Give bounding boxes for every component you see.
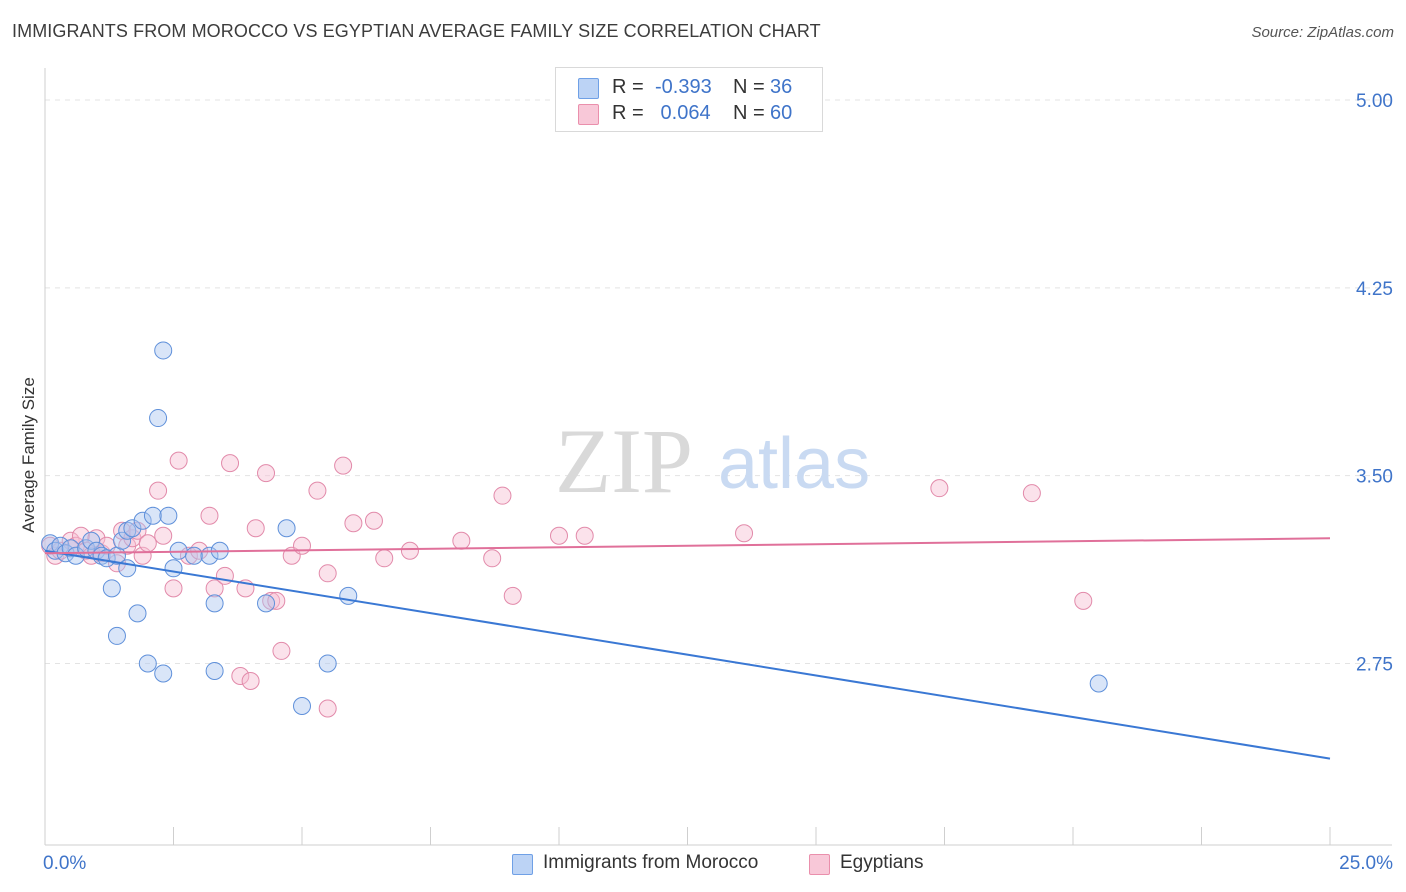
morocco-point <box>257 594 276 613</box>
morocco-point <box>154 341 173 360</box>
egyptians-point <box>267 591 286 610</box>
egyptians-point <box>164 579 183 598</box>
egyptians-point <box>930 479 949 498</box>
y-axis-label: Average Family Size <box>19 377 38 533</box>
watermark-zip: ZIP <box>555 410 693 512</box>
egyptians-point <box>231 666 250 685</box>
morocco-point <box>133 511 152 530</box>
legend-r-value: 0.064 <box>655 102 711 124</box>
morocco-point <box>82 531 101 550</box>
egyptians-point <box>205 579 224 598</box>
morocco-point <box>102 579 121 598</box>
morocco-point <box>205 594 224 613</box>
morocco-point <box>293 697 311 716</box>
source-credit: Source: ZipAtlas.com <box>1251 24 1394 41</box>
legend-swatch-blue <box>578 78 599 99</box>
gridlines <box>45 99 1392 664</box>
egyptians-point <box>1074 591 1093 610</box>
egyptians-point <box>262 591 281 610</box>
morocco-point <box>138 654 157 673</box>
egyptians-point <box>138 534 157 553</box>
morocco-point <box>154 664 173 683</box>
egyptians-point <box>308 481 327 500</box>
chart-title: IMMIGRANTS FROM MOROCCO VS EGYPTIAN AVER… <box>12 21 821 41</box>
axes <box>44 68 1392 846</box>
legend-r-label: R = <box>612 102 644 124</box>
morocco-trend-line <box>44 549 1331 760</box>
morocco-point <box>123 519 142 538</box>
egyptians-point <box>375 549 394 568</box>
morocco-point <box>277 519 296 538</box>
bottom-legend-label: Egyptians <box>840 852 924 873</box>
egyptians-point <box>344 514 363 533</box>
morocco-point <box>159 506 178 525</box>
legend-n-value: 60 <box>770 102 793 124</box>
egyptians-point <box>318 699 337 718</box>
legend-r-value: -0.393 <box>655 76 712 98</box>
legend-n-label: N = <box>733 76 765 98</box>
morocco-point <box>1089 674 1108 693</box>
y-tick-label: 2.75 <box>1356 654 1393 675</box>
x-tick-label: 0.0% <box>43 853 86 874</box>
egyptians-point <box>154 526 173 545</box>
series-morocco <box>41 341 1108 716</box>
egyptians-point <box>575 526 594 545</box>
egyptians-point <box>246 519 265 538</box>
egyptians-point <box>241 671 260 690</box>
morocco-point <box>143 506 162 525</box>
egyptians-point <box>221 454 240 473</box>
morocco-point <box>164 559 183 578</box>
egyptians-point <box>400 541 419 560</box>
egyptians-point <box>493 486 512 505</box>
egyptians-point <box>735 524 754 543</box>
legend-swatch-pink <box>578 104 599 125</box>
morocco-point <box>205 661 224 680</box>
egyptians-point <box>272 641 291 660</box>
egyptians-point <box>483 549 502 568</box>
bottom-legend-label: Immigrants from Morocco <box>543 852 759 873</box>
egyptians-point <box>257 464 276 483</box>
legend-n-label: N = <box>733 102 765 124</box>
series-egyptians <box>41 451 1093 718</box>
egyptians-point <box>550 526 568 545</box>
y-tick-label: 5.00 <box>1356 91 1393 112</box>
morocco-point <box>318 654 337 673</box>
morocco-point <box>149 409 168 428</box>
y-tick-label: 4.25 <box>1356 279 1393 300</box>
bottom-legend-swatch-blue <box>512 854 533 875</box>
egyptians-point <box>452 531 471 550</box>
egyptians-point <box>128 521 147 540</box>
tick-labels: 5.00 4.25 3.50 2.75 0.0% 25.0% <box>43 91 1393 874</box>
morocco-point <box>97 549 116 568</box>
egyptians-point <box>318 564 337 583</box>
egyptians-point <box>1022 484 1041 503</box>
x-tick-label: 25.0% <box>1339 853 1393 874</box>
morocco-point <box>185 546 204 565</box>
morocco-point <box>118 521 137 540</box>
correlation-legend: R = -0.393 N = 36 R = 0.064 N = 60 <box>555 67 823 132</box>
egyptians-point <box>503 586 522 605</box>
trend-lines <box>44 537 1331 760</box>
legend-n-value: 36 <box>770 76 793 98</box>
egyptians-point <box>169 451 188 470</box>
egyptians-point <box>293 536 311 555</box>
morocco-point <box>107 626 126 645</box>
legend-r-label: R = <box>612 76 644 98</box>
morocco-point <box>128 604 147 623</box>
egyptians-point <box>364 511 383 530</box>
y-tick-label: 3.50 <box>1356 467 1393 488</box>
bottom-legend-swatch-pink <box>809 854 830 875</box>
egyptians-trend-line <box>44 537 1331 555</box>
morocco-point <box>113 531 132 550</box>
egyptians-point <box>334 456 353 475</box>
watermark-atlas: atlas <box>718 424 870 504</box>
egyptians-point <box>149 481 168 500</box>
egyptians-point <box>200 506 219 525</box>
